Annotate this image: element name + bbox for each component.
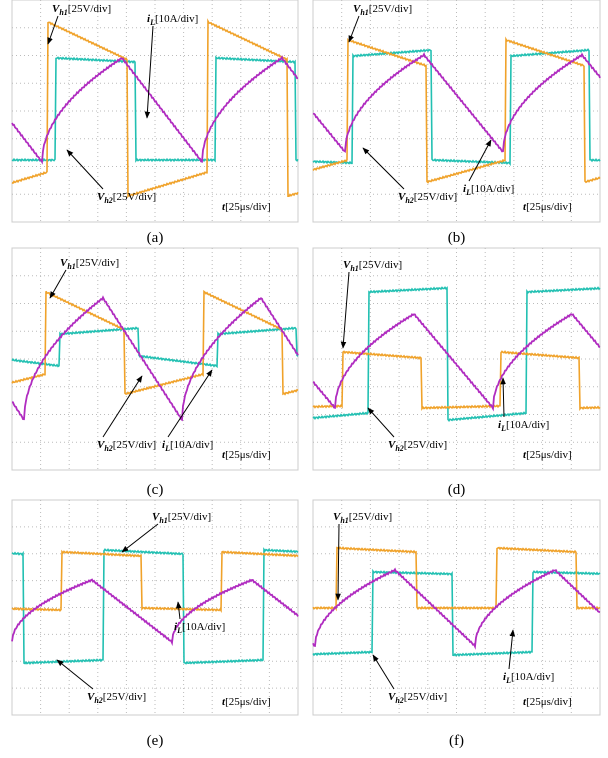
- annotation: t[25μs/div]: [523, 449, 572, 461]
- panel-caption: (d): [448, 482, 466, 498]
- annotation: t[25μs/div]: [222, 201, 271, 213]
- scope-panel: Vh1[25V/div]Vh2[25V/div]iL[10A/div]t[25μ…: [12, 0, 298, 222]
- annotation-subscript: h2: [395, 444, 403, 453]
- annotation-scale: [10A/div]: [506, 419, 549, 431]
- annotation-scale: [25μs/div]: [225, 201, 271, 213]
- annotation-subscript: h2: [405, 196, 413, 205]
- annotation-subscript: h2: [94, 696, 102, 705]
- annotation-subscript: h1: [350, 264, 358, 273]
- annotation: iL[10A/div]: [503, 671, 554, 685]
- annotation-scale: [10A/div]: [471, 183, 514, 195]
- annotation-scale: [10A/div]: [170, 439, 213, 451]
- annotation-scale: [10A/div]: [511, 671, 554, 683]
- annotation-scale: [25V/div]: [414, 191, 457, 203]
- figure: Vh1[25V/div]Vh2[25V/div]iL[10A/div]t[25μ…: [0, 0, 608, 753]
- annotation: iL[10A/div]: [174, 621, 225, 635]
- annotation: iL[10A/div]: [162, 439, 213, 453]
- annotation-scale: [25V/div]: [76, 257, 119, 269]
- annotation-scale: [25V/div]: [103, 691, 146, 703]
- annotation-scale: [25V/div]: [68, 3, 111, 15]
- annotation-scale: [25V/div]: [349, 511, 392, 523]
- annotation: t[25μs/div]: [222, 696, 271, 708]
- panel-caption: (f): [449, 733, 464, 749]
- annotation-subscript: h1: [67, 262, 75, 271]
- scope-panel: Vh1[25V/div]Vh2[25V/div]iL[10A/div]t[25μ…: [313, 248, 600, 470]
- panel-caption: (c): [147, 482, 164, 498]
- scope-panel: Vh1[25V/div]Vh2[25V/div]iL[10A/div]t[25μ…: [12, 500, 298, 715]
- annotation-subscript: h1: [59, 8, 67, 17]
- annotation-scale: [25V/div]: [404, 691, 447, 703]
- annotation-scale: [25μs/div]: [526, 201, 572, 213]
- annotation: t[25μs/div]: [523, 201, 572, 213]
- panel-caption: (b): [448, 230, 466, 246]
- annotation-scale: [10A/div]: [182, 621, 225, 633]
- annotation: t[25μs/div]: [523, 696, 572, 708]
- annotation: iL[10A/div]: [498, 419, 549, 433]
- annotation-scale: [25V/div]: [359, 259, 402, 271]
- scope-panel: Vh1[25V/div]Vh2[25V/div]iL[10A/div]t[25μ…: [313, 500, 600, 715]
- annotation-scale: [10A/div]: [155, 13, 198, 25]
- annotation-subscript: h1: [360, 8, 368, 17]
- panel-caption: (e): [147, 733, 164, 749]
- annotation: t[25μs/div]: [222, 449, 271, 461]
- scope-panel: Vh1[25V/div]Vh2[25V/div]iL[10A/div]t[25μ…: [12, 248, 298, 470]
- annotation-subscript: h2: [104, 444, 112, 453]
- annotation-scale: [25μs/div]: [526, 696, 572, 708]
- annotation-scale: [25V/div]: [404, 439, 447, 451]
- annotation-subscript: h1: [340, 516, 348, 525]
- annotation: iL[10A/div]: [147, 13, 198, 27]
- panel-caption: (a): [147, 230, 164, 246]
- annotation-scale: [25V/div]: [113, 439, 156, 451]
- annotation-scale: [25V/div]: [113, 191, 156, 203]
- annotation-subscript: h2: [104, 196, 112, 205]
- scope-panel: Vh1[25V/div]Vh2[25V/div]iL[10A/div]t[25μ…: [313, 0, 600, 222]
- annotation-scale: [25μs/div]: [526, 449, 572, 461]
- annotation-scale: [25V/div]: [369, 3, 412, 15]
- annotation-scale: [25μs/div]: [225, 449, 271, 461]
- annotation: iL[10A/div]: [463, 183, 514, 197]
- annotation-subscript: h1: [159, 516, 167, 525]
- annotation-scale: [25V/div]: [168, 511, 211, 523]
- annotation-subscript: h2: [395, 696, 403, 705]
- annotation-scale: [25μs/div]: [225, 696, 271, 708]
